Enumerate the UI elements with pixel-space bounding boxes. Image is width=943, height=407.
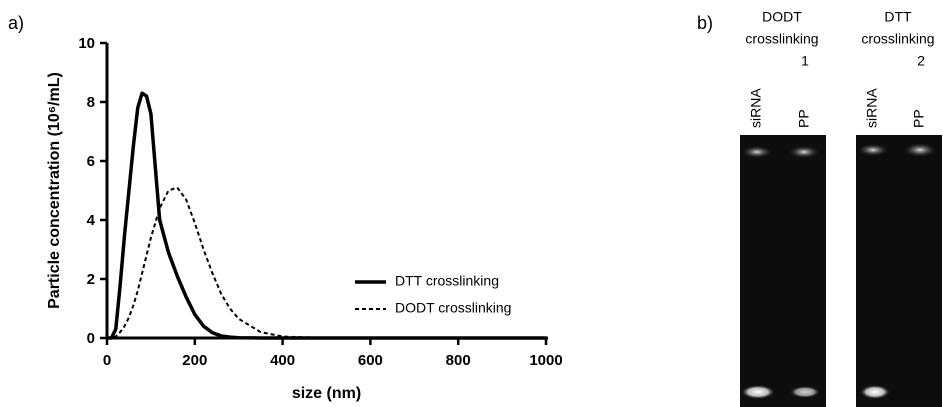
y-axis-label: Particle concentration (10⁶/mL) xyxy=(46,72,63,309)
y-tick-label: 6 xyxy=(87,153,95,170)
x-tick-label: 0 xyxy=(103,352,111,369)
gel-group-label: 2 xyxy=(917,53,925,69)
x-tick-label: 400 xyxy=(270,352,295,369)
gel-band xyxy=(790,386,820,398)
y-tick-label: 4 xyxy=(87,212,96,229)
lane-label: siRNA xyxy=(864,88,880,128)
y-tick-label: 10 xyxy=(78,35,95,52)
gel-group-label: crosslinking xyxy=(861,31,934,47)
gel-well xyxy=(789,146,819,158)
gel-band xyxy=(741,385,775,399)
legend-label: DTT crosslinking xyxy=(395,273,499,289)
gel-group-label: 1 xyxy=(801,53,809,69)
legend-label: DODT crosslinking xyxy=(395,300,511,316)
gel-well xyxy=(742,146,772,158)
x-tick-label: 600 xyxy=(358,352,383,369)
gel-well xyxy=(904,143,936,157)
x-tick-label: 200 xyxy=(182,352,207,369)
gel-group-label: crosslinking xyxy=(745,31,818,47)
x-tick-label: 1000 xyxy=(529,352,562,369)
y-tick-label: 8 xyxy=(87,94,95,111)
gel-image xyxy=(856,135,942,407)
x-axis-label: size (nm) xyxy=(292,385,361,402)
lane-label: siRNA xyxy=(748,88,764,128)
panel-label: b) xyxy=(697,13,713,33)
y-tick-label: 0 xyxy=(87,330,95,347)
lane-label: PP xyxy=(796,109,812,128)
lane-label: PP xyxy=(911,109,927,128)
y-tick-label: 2 xyxy=(87,271,95,288)
gel-group-label: DTT xyxy=(884,9,912,25)
gel-band xyxy=(860,385,890,399)
gel-well xyxy=(858,144,888,156)
x-tick-label: 800 xyxy=(446,352,471,369)
figure: a) b) 0 2 4 6 8 10 0 200 400 600 800 1000 size (nm) P… xyxy=(0,0,943,407)
gel-group-label: DODT xyxy=(762,9,802,25)
gel-image xyxy=(740,135,826,407)
panel-label: a) xyxy=(8,13,24,33)
